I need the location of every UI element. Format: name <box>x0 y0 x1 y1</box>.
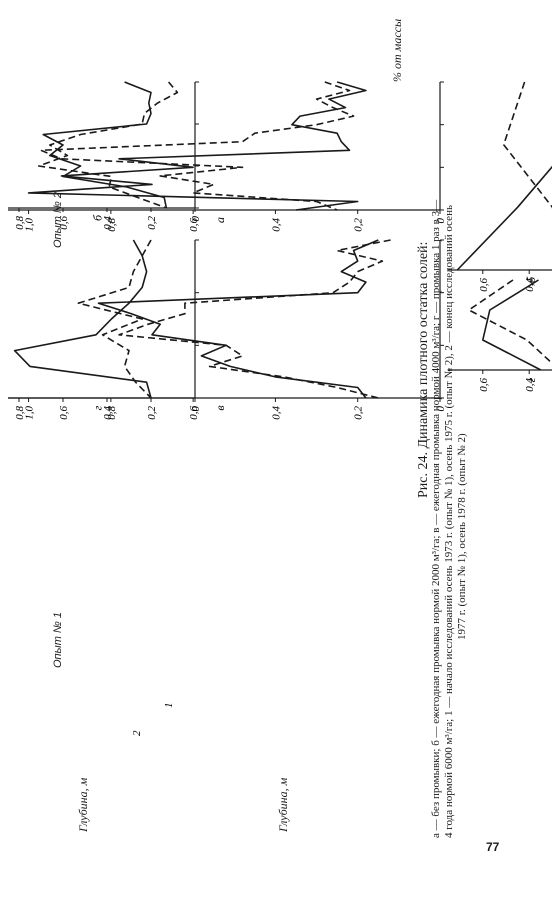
value-tick-label-exp2-v-5: 1,0 <box>24 406 36 420</box>
series-1-solid-exp2-v <box>97 239 379 399</box>
value-tick-label-exp2-a-1: 0,2 <box>353 218 365 232</box>
legend-mark-2: 2 <box>131 730 143 736</box>
value-tick-label-exp2-b-3: 0,6 <box>58 216 70 230</box>
value-tick-label-exp2-v-3: 0,6 <box>188 406 200 420</box>
panel-letter-exp1-g: г <box>524 377 538 382</box>
value-tick-label-exp2-g-1: 0,2 <box>146 406 158 420</box>
series-2-dashed-exp2-v <box>118 239 391 399</box>
panel-letter-exp1-b: б <box>524 276 538 283</box>
caption-line-3: 1977 г. (опыт № 1), осень 1978 г. (опыт … <box>456 433 468 640</box>
legend-mark-1: 1 <box>163 703 175 709</box>
depth-axis-label-top: Глубина, м <box>76 777 90 832</box>
mass-axis-label: % от массы <box>390 18 404 82</box>
value-tick-label-exp2-a-2: 0,4 <box>270 218 282 232</box>
series-2-dashed-exp2-g <box>77 239 152 399</box>
value-tick-label-exp2-b-0: 0 <box>190 216 202 222</box>
value-tick-label-exp2-v-2: 0,4 <box>270 406 282 420</box>
value-tick-label-exp2-a-4: 0,8 <box>106 218 118 232</box>
value-tick-label-exp2-g-3: 0,6 <box>58 406 70 420</box>
panel-exp1-b: 00,20,40,6б <box>448 81 552 292</box>
panel-exp2-g: 00,20,40,60,8 г <box>8 239 202 420</box>
panel-letter-exp2-v: в <box>213 405 227 410</box>
series-2-dashed-exp1-b <box>502 81 552 209</box>
panel-letter-exp2-a: а <box>213 217 227 223</box>
experiment-1-label: Опыт № 1 <box>52 611 64 668</box>
page-number: 77 <box>486 840 500 854</box>
panel-letter-exp2-b: б <box>91 214 105 221</box>
depth-axis-label-bottom: Глубина, м <box>276 777 290 832</box>
value-tick-label-exp2-a-0: 0 <box>435 218 447 224</box>
value-tick-label-exp2-b-1: 0,2 <box>146 216 158 230</box>
panel-exp1-g: 00,20,40,6г <box>448 279 552 392</box>
series-1-solid-exp2-a <box>27 81 367 211</box>
series-1-solid-exp1-g <box>481 279 542 371</box>
panel-exp2-v: 00,20,40,60,81,0 в <box>8 239 447 420</box>
caption-line-2: 4 года нормой 6000 м³/га; 1 — начало исс… <box>443 205 455 838</box>
caption-line-1: а — без промывки; б — ежегодная промывка… <box>430 199 442 838</box>
value-tick-label-exp1-b-3: 0,6 <box>478 278 490 292</box>
panel-letter-exp2-g: г <box>91 405 105 410</box>
value-tick-label-exp2-v-1: 0,2 <box>353 406 365 420</box>
value-tick-label-exp2-v-4: 0,8 <box>106 406 118 420</box>
value-tick-label-exp2-a-5: 1,0 <box>24 218 36 232</box>
value-tick-label-exp2-g-2: 0,4 <box>102 406 114 420</box>
panel-exp2-a: 00,20,40,60,81,0 а <box>8 81 447 232</box>
panel-exp2-b: 00,20,40,60,8 б <box>8 81 202 230</box>
series-2-dashed-exp2-a <box>40 81 355 211</box>
value-tick-label-exp1-g-3: 0,6 <box>478 378 490 392</box>
value-tick-label-exp2-b-4: 0,8 <box>14 216 26 230</box>
value-tick-label-exp2-g-4: 0,8 <box>14 406 26 420</box>
experiment-2-label: Опыт № 2 <box>52 191 64 248</box>
series-2-dashed-exp1-g <box>468 279 552 365</box>
series-1-solid-exp1-b <box>456 165 552 271</box>
value-tick-label-exp2-v-0: 0 <box>435 406 447 412</box>
series-1-solid-exp2-g <box>13 239 152 399</box>
value-tick-label-exp2-a-3: 0,6 <box>188 218 200 232</box>
value-tick-label-exp1-g-2: 0,4 <box>524 378 536 392</box>
value-tick-label-exp2-g-0: 0 <box>190 406 202 412</box>
series-2-dashed-exp2-b <box>37 81 179 209</box>
series-1-solid-exp2-b <box>42 81 168 209</box>
value-tick-label-exp2-b-2: 0,4 <box>102 216 114 230</box>
